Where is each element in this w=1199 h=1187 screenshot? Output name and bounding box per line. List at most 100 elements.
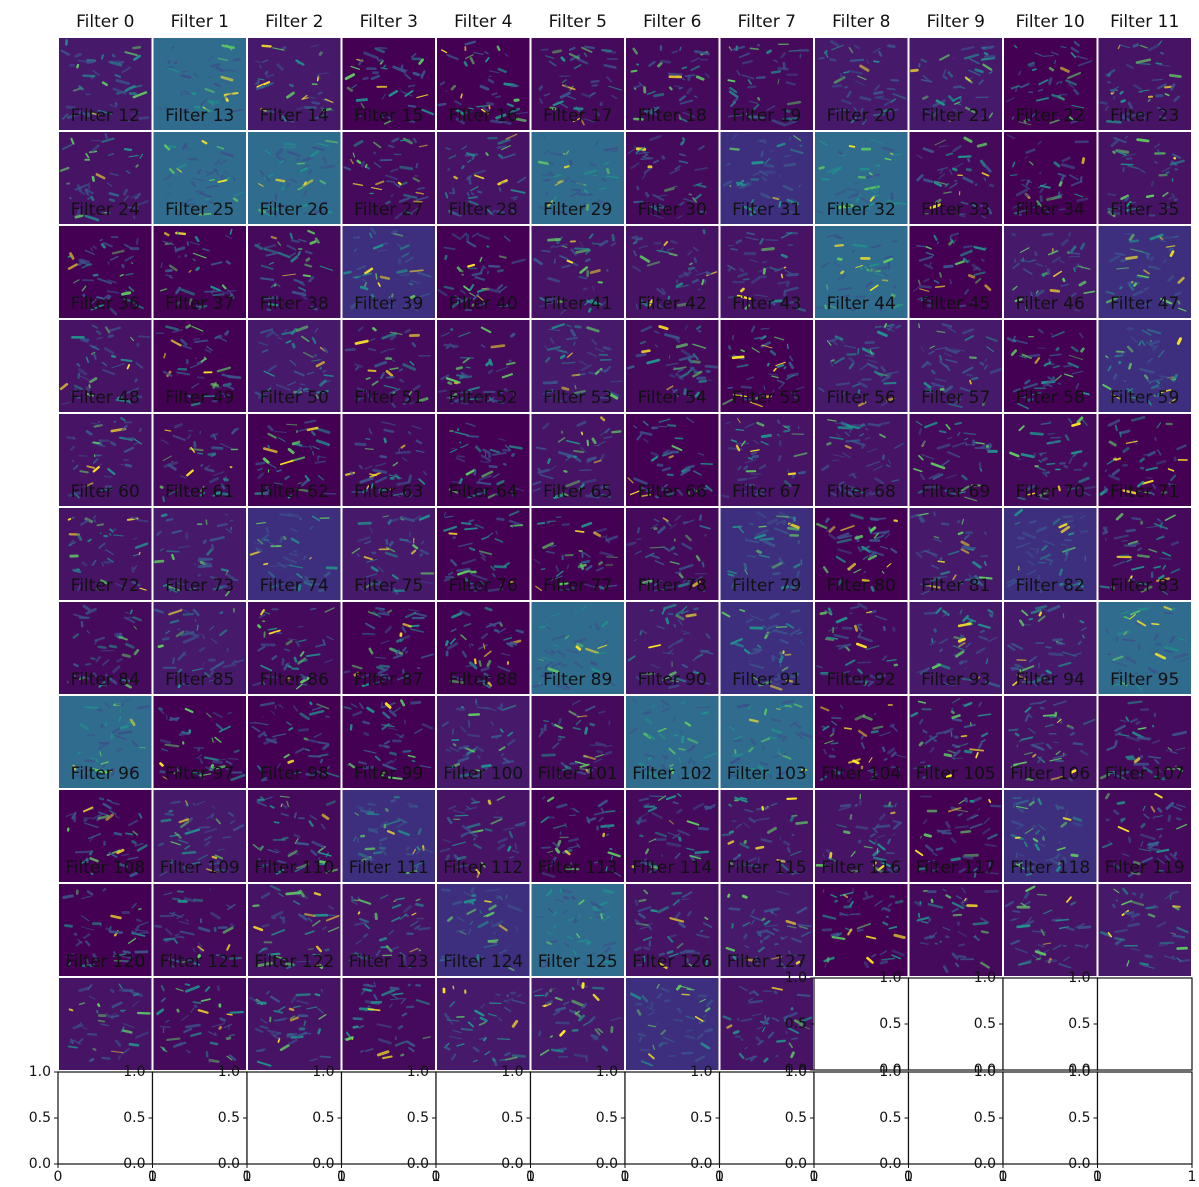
activation-stroke	[960, 662, 962, 664]
activation-stroke	[539, 162, 548, 163]
activation-stroke	[1160, 558, 1171, 559]
activation-stroke	[690, 263, 692, 264]
activation-stroke	[666, 453, 670, 454]
activation-stroke	[126, 465, 131, 466]
activation-stroke	[889, 46, 894, 47]
activation-stroke	[745, 564, 746, 569]
activation-stroke	[703, 562, 704, 566]
activation-stroke	[76, 54, 80, 56]
activation-stroke	[421, 554, 422, 555]
activation-stroke	[1129, 364, 1130, 368]
activation-stroke	[577, 647, 580, 649]
activation-stroke	[346, 349, 354, 350]
activation-stroke	[1080, 621, 1083, 623]
activation-stroke	[1037, 549, 1038, 553]
activation-stroke	[606, 557, 617, 558]
activation-stroke	[472, 193, 474, 194]
activation-stroke	[700, 381, 706, 382]
activation-stroke	[866, 429, 867, 430]
activation-stroke	[448, 169, 449, 170]
activation-stroke	[1047, 464, 1054, 465]
activation-stroke	[172, 802, 180, 803]
activation-stroke	[1147, 256, 1148, 258]
activation-stroke	[1057, 349, 1058, 350]
activation-stroke	[125, 149, 131, 150]
activation-stroke	[486, 153, 487, 155]
activation-stroke	[1150, 849, 1159, 850]
activation-stroke	[187, 805, 188, 806]
activation-stroke	[167, 551, 179, 552]
activation-stroke	[584, 288, 587, 289]
activation-stroke	[170, 811, 172, 812]
activation-stroke	[1152, 182, 1153, 186]
activation-stroke	[200, 759, 202, 763]
activation-stroke	[702, 712, 707, 713]
activation-stroke	[942, 833, 951, 834]
activation-stroke	[187, 326, 190, 328]
activation-stroke	[454, 744, 456, 745]
activation-stroke	[311, 609, 316, 610]
activation-stroke	[376, 274, 377, 279]
activation-stroke	[551, 153, 563, 154]
activation-stroke	[891, 813, 894, 814]
activation-stroke	[687, 615, 695, 616]
activation-stroke	[1161, 53, 1163, 54]
activation-stroke	[777, 516, 788, 517]
activation-stroke	[591, 81, 598, 82]
activation-stroke	[410, 806, 417, 807]
activation-stroke	[546, 192, 547, 195]
activation-stroke	[228, 758, 238, 759]
activation-stroke	[272, 237, 276, 238]
activation-stroke	[298, 252, 299, 255]
activation-stroke	[227, 648, 228, 651]
activation-stroke	[462, 523, 471, 524]
activation-stroke	[1177, 819, 1180, 820]
activation-stroke	[1122, 819, 1125, 820]
activation-stroke	[788, 274, 797, 275]
activation-stroke	[778, 68, 787, 69]
activation-stroke	[102, 244, 104, 247]
activation-stroke	[1081, 531, 1087, 532]
activation-stroke	[391, 753, 396, 754]
activation-stroke	[212, 738, 213, 742]
activation-stroke	[260, 66, 261, 68]
activation-stroke	[175, 247, 176, 251]
activation-stroke	[161, 764, 163, 766]
activation-stroke	[1029, 619, 1032, 620]
activation-stroke	[923, 731, 926, 733]
activation-stroke	[877, 518, 885, 519]
activation-stroke	[122, 360, 132, 361]
activation-stroke	[468, 193, 469, 196]
activation-stroke	[591, 271, 599, 273]
activation-stroke	[542, 847, 551, 848]
activation-stroke	[940, 356, 941, 360]
activation-stroke	[212, 384, 218, 385]
activation-stroke	[1152, 624, 1159, 625]
activation-stroke	[851, 815, 852, 819]
activation-stroke	[414, 139, 416, 142]
activation-stroke	[136, 379, 137, 381]
activation-stroke	[80, 471, 87, 472]
activation-stroke	[741, 269, 743, 271]
activation-stroke	[1172, 194, 1174, 196]
activation-stroke	[567, 338, 577, 339]
activation-stroke	[1084, 463, 1086, 465]
activation-stroke	[409, 432, 411, 434]
activation-stroke	[183, 852, 195, 853]
activation-stroke	[1029, 355, 1039, 356]
activation-stroke	[831, 743, 837, 744]
activation-stroke	[512, 334, 514, 336]
activation-stroke	[728, 164, 730, 166]
activation-stroke	[1170, 197, 1173, 198]
activation-stroke	[267, 528, 268, 532]
activation-stroke	[534, 685, 542, 687]
activation-stroke	[1033, 69, 1036, 70]
activation-stroke	[759, 526, 766, 527]
activation-stroke	[787, 282, 788, 286]
activation-stroke	[1160, 835, 1161, 837]
activation-stroke	[567, 178, 570, 179]
activation-stroke	[197, 625, 198, 630]
activation-stroke	[1059, 807, 1063, 808]
activation-stroke	[495, 630, 498, 631]
activation-stroke	[292, 240, 298, 241]
